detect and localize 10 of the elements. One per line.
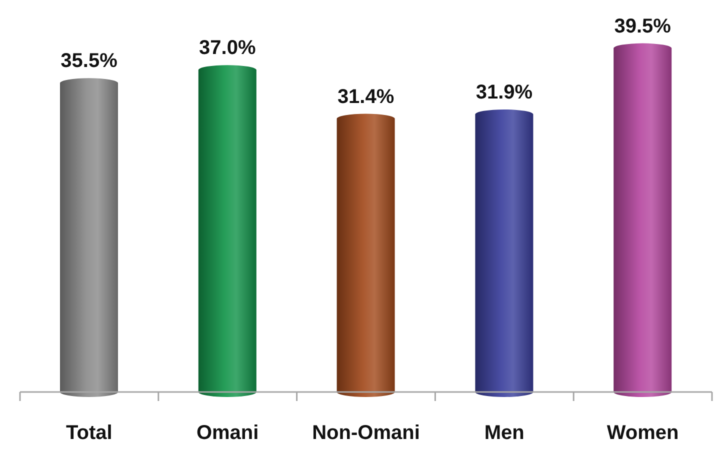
x-tick-label: Women bbox=[606, 422, 679, 444]
data-label: 39.5% bbox=[614, 15, 672, 38]
x-tick-label: Omani bbox=[196, 422, 259, 444]
data-label: 31.9% bbox=[476, 81, 533, 104]
x-tick-label: Total bbox=[66, 422, 112, 444]
x-tick-label: Men bbox=[484, 422, 524, 444]
data-label: 37.0% bbox=[199, 37, 256, 60]
x-tick-label: Non-Omani bbox=[312, 422, 420, 444]
data-label: 31.4% bbox=[337, 86, 394, 108]
data-label: 35.5% bbox=[60, 50, 118, 72]
